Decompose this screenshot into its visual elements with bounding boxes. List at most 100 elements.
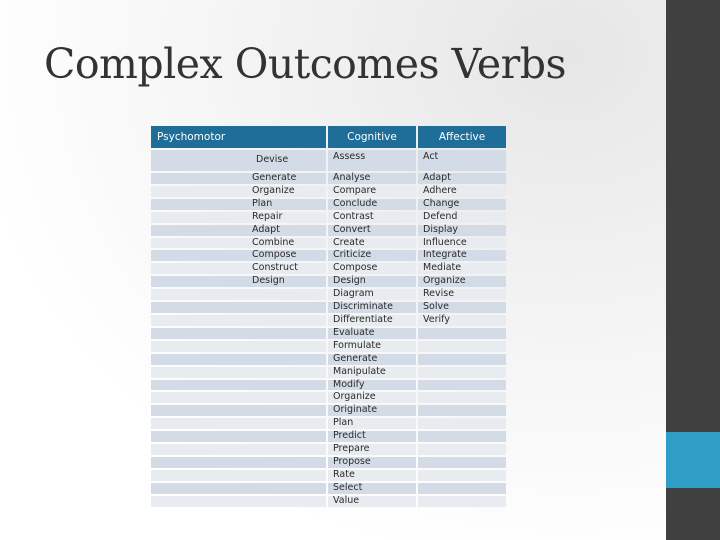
cognitive-cell: Generate <box>328 353 416 365</box>
affective-cell: Adhere <box>418 185 506 197</box>
psychomotor-cell <box>151 469 326 481</box>
psychomotor-cell <box>151 289 326 301</box>
affective-cell: Act <box>418 150 506 171</box>
affective-cell: Verify <box>418 314 506 326</box>
affective-cell <box>418 353 506 365</box>
header-psychomotor: Psychomotor <box>151 126 326 148</box>
psychomotor-cell: Construct <box>151 262 326 275</box>
cognitive-cell: Predict <box>328 430 416 443</box>
psychomotor-cell: Repair <box>151 211 326 223</box>
table-row: Rate <box>151 469 506 481</box>
psychomotor-cell: Combine <box>151 237 326 249</box>
affective-cell <box>418 495 506 507</box>
affective-cell: Adapt <box>418 172 506 184</box>
table-body: Devise Assess Act Generate Analyse Adapt Organ… <box>151 150 506 507</box>
verbs-table: Psychomotor Cognitive Affective Devise As… <box>149 124 508 509</box>
table-row: Generate <box>151 353 506 365</box>
cognitive-cell: Contrast <box>328 211 416 223</box>
table-row: Devise Assess Act <box>151 150 506 171</box>
affective-cell: Solve <box>418 301 506 313</box>
affective-cell: Revise <box>418 288 506 301</box>
cognitive-cell: Compose <box>328 262 416 275</box>
slide-title: Complex Outcomes Verbs <box>44 40 567 88</box>
affective-cell: Defend <box>418 211 506 223</box>
table-row: Discriminate Solve <box>151 301 506 313</box>
affective-cell <box>418 431 506 443</box>
affective-cell <box>418 405 506 417</box>
table-row: Modify <box>151 379 506 391</box>
psychomotor-cell: Compose <box>151 250 326 262</box>
table-header-row: Psychomotor Cognitive Affective <box>151 126 506 148</box>
affective-cell: Integrate <box>418 250 506 262</box>
affective-cell: Display <box>418 224 506 236</box>
psychomotor-cell: Adapt <box>151 224 326 236</box>
table-row: Construct Compose Mediate <box>151 262 506 275</box>
psychomotor-cell <box>151 444 326 455</box>
header-affective: Affective <box>418 126 506 148</box>
psychomotor-cell: Design <box>151 275 326 288</box>
cognitive-cell: Design <box>328 275 416 288</box>
psychomotor-cell <box>151 379 326 391</box>
cognitive-cell: Manipulate <box>328 366 416 378</box>
table-row: Value <box>151 495 506 507</box>
table-row: Prepare <box>151 443 506 455</box>
table-row: Organize Compare Adhere <box>151 185 506 197</box>
table-row: Formulate <box>151 340 506 352</box>
psychomotor-cell <box>151 353 326 365</box>
affective-cell: Influence <box>418 237 506 249</box>
affective-cell: Mediate <box>418 262 506 275</box>
affective-cell <box>418 469 506 481</box>
psychomotor-cell <box>151 302 326 313</box>
psychomotor-cell <box>151 392 326 404</box>
cognitive-cell: Rate <box>328 469 416 481</box>
cognitive-cell: Assess <box>328 150 416 171</box>
psychomotor-cell <box>151 314 326 326</box>
cognitive-cell: Criticize <box>328 250 416 262</box>
psychomotor-cell <box>151 418 326 430</box>
table-row: Adapt Convert Display <box>151 224 506 236</box>
affective-cell <box>418 418 506 430</box>
table-row: Combine Create Influence <box>151 237 506 249</box>
affective-cell <box>418 366 506 378</box>
affective-cell: Change <box>418 198 506 210</box>
psychomotor-cell <box>151 495 326 507</box>
psychomotor-cell <box>151 431 326 443</box>
affective-cell <box>418 327 506 339</box>
cognitive-cell: Convert <box>328 224 416 236</box>
psychomotor-cell: Organize <box>151 185 326 197</box>
cognitive-cell: Originate <box>328 404 416 417</box>
cognitive-cell: Conclude <box>328 198 416 210</box>
header-cognitive: Cognitive <box>328 126 416 148</box>
table-row: Originate <box>151 404 506 417</box>
table-row: Diagram Revise <box>151 288 506 301</box>
table-row: Generate Analyse Adapt <box>151 172 506 184</box>
cognitive-cell: Formulate <box>328 340 416 352</box>
sidebar-accent <box>666 432 720 488</box>
table-row: Compose Criticize Integrate <box>151 250 506 262</box>
table-row: Manipulate <box>151 366 506 378</box>
table-row: Evaluate <box>151 327 506 339</box>
cognitive-cell: Discriminate <box>328 301 416 313</box>
affective-cell: Organize <box>418 275 506 288</box>
cognitive-cell: Compare <box>328 185 416 197</box>
cognitive-cell: Analyse <box>328 172 416 184</box>
psychomotor-cell <box>151 482 326 494</box>
psychomotor-cell: Generate <box>151 172 326 184</box>
cognitive-cell: Prepare <box>328 443 416 455</box>
table-row: Plan <box>151 417 506 430</box>
affective-cell <box>418 456 506 468</box>
table-row: Design Design Organize <box>151 275 506 288</box>
cognitive-cell: Select <box>328 482 416 494</box>
table-row: Plan Conclude Change <box>151 198 506 210</box>
table-row: Repair Contrast Defend <box>151 211 506 223</box>
cognitive-cell: Diagram <box>328 288 416 301</box>
table-row: Predict <box>151 430 506 443</box>
cognitive-cell: Organize <box>328 392 416 404</box>
affective-cell <box>418 340 506 352</box>
psychomotor-cell <box>151 405 326 417</box>
table-row: Differentiate Verify <box>151 314 506 326</box>
psychomotor-cell <box>151 366 326 378</box>
cognitive-cell: Propose <box>328 456 416 468</box>
psychomotor-cell: Devise <box>151 150 326 171</box>
table-row: Propose <box>151 456 506 468</box>
